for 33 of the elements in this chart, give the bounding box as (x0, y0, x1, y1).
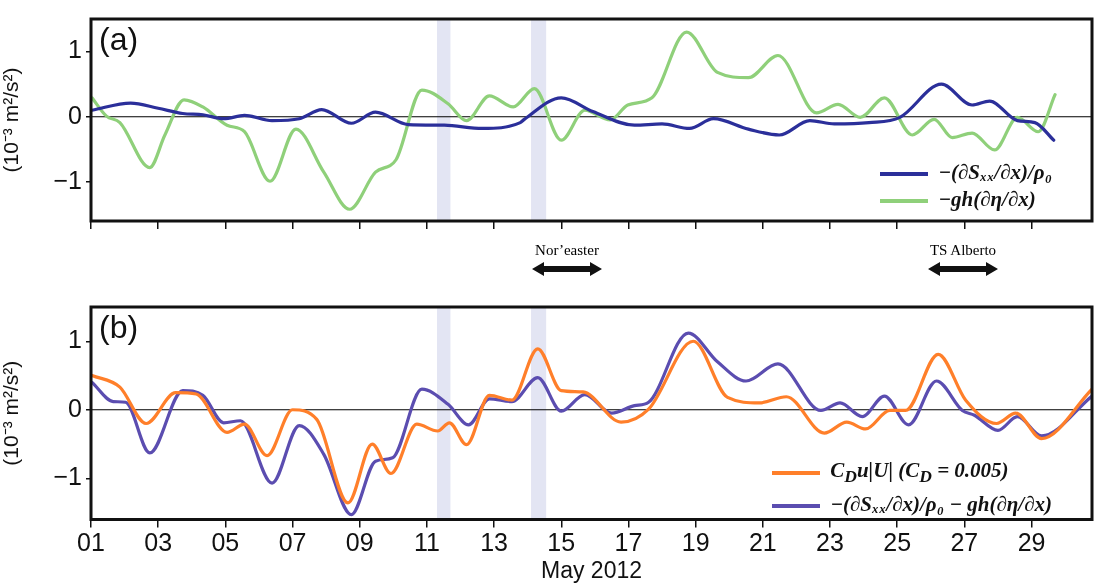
y-tick-label: −1 (53, 165, 82, 194)
x-tick-label: 05 (211, 528, 240, 557)
y-tick-label: 0 (68, 393, 82, 422)
x-tick-label: 11 (413, 528, 440, 557)
x-tick-label: 09 (345, 528, 374, 557)
y-tick-label: −1 (53, 462, 82, 491)
x-tick-label: 15 (547, 528, 576, 557)
y-axis-title: (10⁻³ m²/s²) (0, 67, 23, 173)
x-tick-label: 07 (278, 528, 307, 557)
legend-label: −(∂Sₓₓ/∂x)/ρ₀ − gh(∂η/∂x) (830, 491, 1052, 516)
x-tick-label: 29 (1017, 528, 1046, 557)
line-series (91, 82, 1056, 142)
legend-label: −(∂Sₓₓ/∂x)/ρ₀ (938, 160, 1052, 184)
x-tick-label: 19 (681, 528, 710, 557)
x-tick-label: 01 (77, 528, 105, 557)
x-tick-label: 23 (816, 528, 844, 557)
y-tick-label: 0 (68, 100, 82, 129)
x-tick-label: 27 (950, 528, 979, 557)
legend-label: −gh(∂η/∂x) (938, 187, 1036, 211)
x-tick-label: 17 (614, 528, 643, 557)
x-tick-label: 21 (748, 528, 777, 557)
text: TS Alberto (928, 242, 998, 259)
y-axis-title: (10⁻³ m²/s²) (0, 360, 23, 466)
x-tick-label: 25 (883, 528, 912, 557)
text: Nor’easter (534, 242, 600, 259)
x-axis-title: May 2012 (540, 556, 643, 583)
x-tick-label: 03 (144, 528, 173, 557)
y-tick-label: 1 (68, 35, 82, 64)
y-tick-label: 1 (68, 325, 82, 354)
annotation: (a) (99, 20, 139, 57)
annotation: (b) (99, 308, 139, 345)
legend-label: C$_{D}$u|U| (C$_{D}$ = 0.005) (830, 458, 1009, 487)
x-tick-label: 13 (480, 528, 508, 557)
